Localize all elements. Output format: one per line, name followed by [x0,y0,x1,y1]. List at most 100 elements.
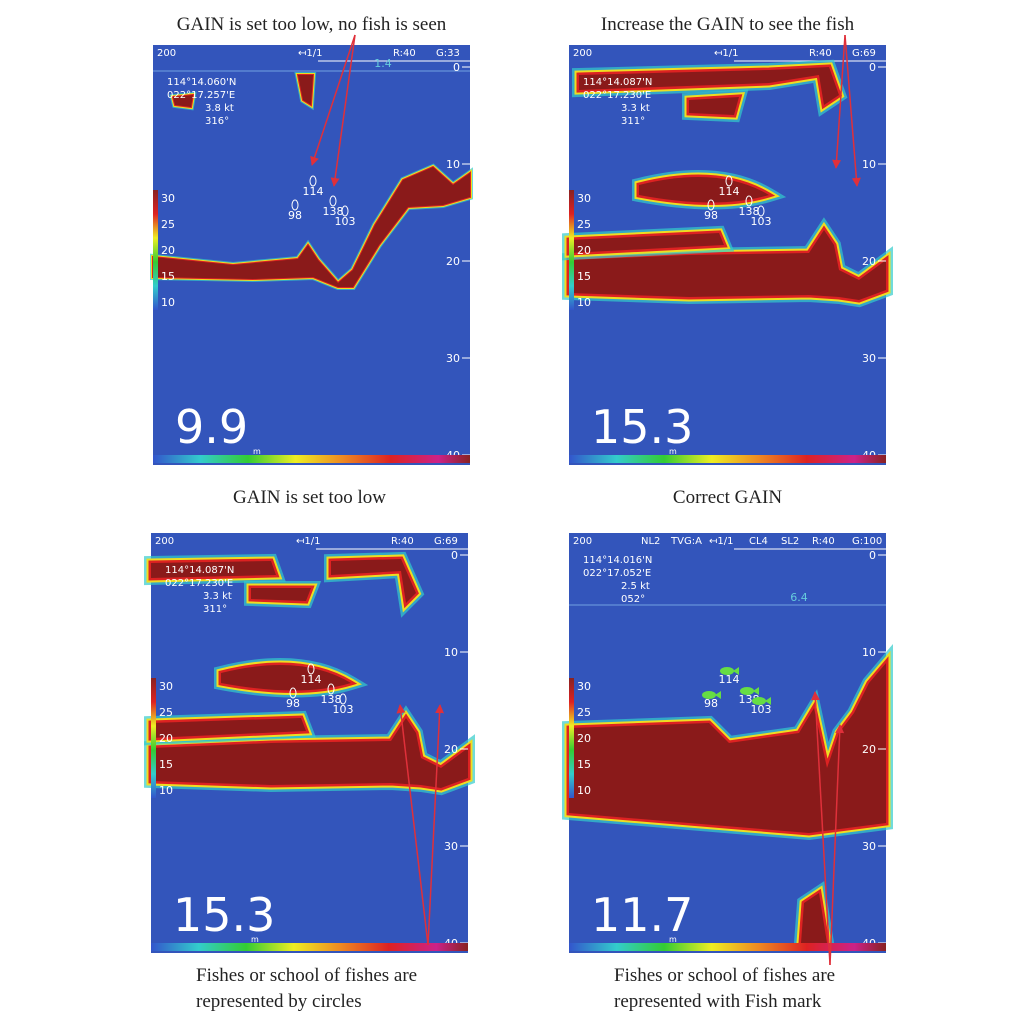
fish-label: 103 [751,703,772,716]
fish-label: 103 [333,703,354,716]
position-info: 311° [621,116,645,127]
fish-mark [720,667,734,675]
panel-caption: Increase the GAIN to see the fish [601,14,855,35]
color-scale-label: 15 [159,758,173,771]
header-text: ↤1/1 [296,536,320,547]
fish-mark-tail [733,667,739,675]
echo [579,67,839,105]
color-scale-label: 15 [161,270,175,283]
fish-circle [745,195,753,207]
echo [569,230,886,300]
depth-scale-label: 0 [869,61,876,74]
annotation-arrows [310,34,861,966]
fish-label: 103 [751,215,772,228]
color-scale-label: 25 [159,706,173,719]
header-text: NL2 [641,536,660,547]
color-scale-label: 20 [577,244,591,257]
echo [331,559,416,603]
fish-mark [702,691,716,699]
color-scale-label: 10 [159,784,173,797]
header-text: TVG:A [670,536,702,547]
position-info: 3.3 kt [203,591,232,602]
depth-scale-label: 10 [862,158,876,171]
header-text: R:40 [812,536,835,547]
header-bar [151,533,468,547]
color-scale-label: 30 [159,680,173,693]
depth-reading: 15.3 [591,400,693,454]
panel-caption: GAIN is set too low [233,487,386,508]
color-scale-label: 20 [577,732,591,745]
fish-mark [752,697,766,705]
fish-label: 98 [288,209,302,222]
fish-circle [307,663,315,675]
sonar-panel: 200 ↤1/1 R:40 G:69114°14.087'N022°17.230'E3… [562,45,893,465]
bottom-color-bar [151,943,468,951]
echo [151,561,276,578]
unit: m [253,447,261,456]
fish-label: 138 [739,205,760,218]
bottom-color-bar [569,943,886,951]
depth-marker: 6.4 [790,591,808,604]
color-scale-label: 15 [577,758,591,771]
header-text: G:69 [852,48,876,59]
fish-circle [725,175,733,187]
panel-note: represented with Fish mark [614,991,822,1012]
color-scale-label: 30 [577,680,591,693]
fish-circle [309,175,317,187]
fish-mark-tail [753,687,759,695]
header-text: CL4 [749,536,768,547]
position-info: 052° [621,594,645,605]
fish-circle [327,683,335,695]
depth-scale-label: 30 [444,840,458,853]
header-text: 200 [157,48,176,59]
header-text: G:100 [852,536,882,547]
color-scale-label: 30 [577,192,591,205]
header-text: SL2 [781,536,799,547]
color-scale-label: 30 [161,192,175,205]
position-info: 022°17.052'E [583,568,651,579]
header-text: G:69 [434,536,458,547]
panels: 200 ↤1/1 R:40 G:331.4114°14.060'N022°17.257… [144,14,893,1012]
position-info: 114°14.087'N [583,77,652,88]
panel-note: Fishes or school of fishes are [196,965,417,986]
panel-note: Fishes or school of fishes are [614,965,835,986]
fish-label: 98 [704,209,718,222]
depth-reading: 11.7 [591,888,693,942]
header-bar [569,45,886,59]
depth-scale-label: 20 [862,743,876,756]
position-info: 022°17.257'E [167,90,235,101]
fish-circle [291,199,299,211]
depth-scale-label: 20 [444,743,458,756]
echo [298,75,313,105]
fish-circle [289,687,297,699]
position-info: 022°17.230'E [165,578,233,589]
depth-reading: 15.3 [173,888,275,942]
depth-reading: 9.9 [175,400,248,454]
echo [801,893,827,943]
depth-scale-label: 30 [446,352,460,365]
depth-scale-label: 10 [446,158,460,171]
position-info: 2.5 kt [621,581,650,592]
header-text: 200 [573,536,592,547]
depth-scale-label: 10 [444,646,458,659]
depth-scale-label: 10 [862,646,876,659]
position-info: 3.3 kt [621,103,650,114]
depth-scale-label: 30 [862,352,876,365]
bottom-color-bar [153,455,470,463]
header-text: 200 [155,536,174,547]
fish-label: 98 [286,697,300,710]
color-scale-bar [151,678,156,798]
fish-circle [707,199,715,211]
color-scale-bar [153,190,158,310]
unit: m [669,935,677,944]
header-text: G:33 [436,48,460,59]
position-info: 3.8 kt [205,103,234,114]
panel-caption: Correct GAIN [673,487,782,508]
position-info: 022°17.230'E [583,90,651,101]
echo [689,97,739,115]
header-bar [153,45,470,59]
color-scale-label: 20 [161,244,175,257]
echo [151,718,306,738]
color-scale-label: 15 [577,270,591,283]
